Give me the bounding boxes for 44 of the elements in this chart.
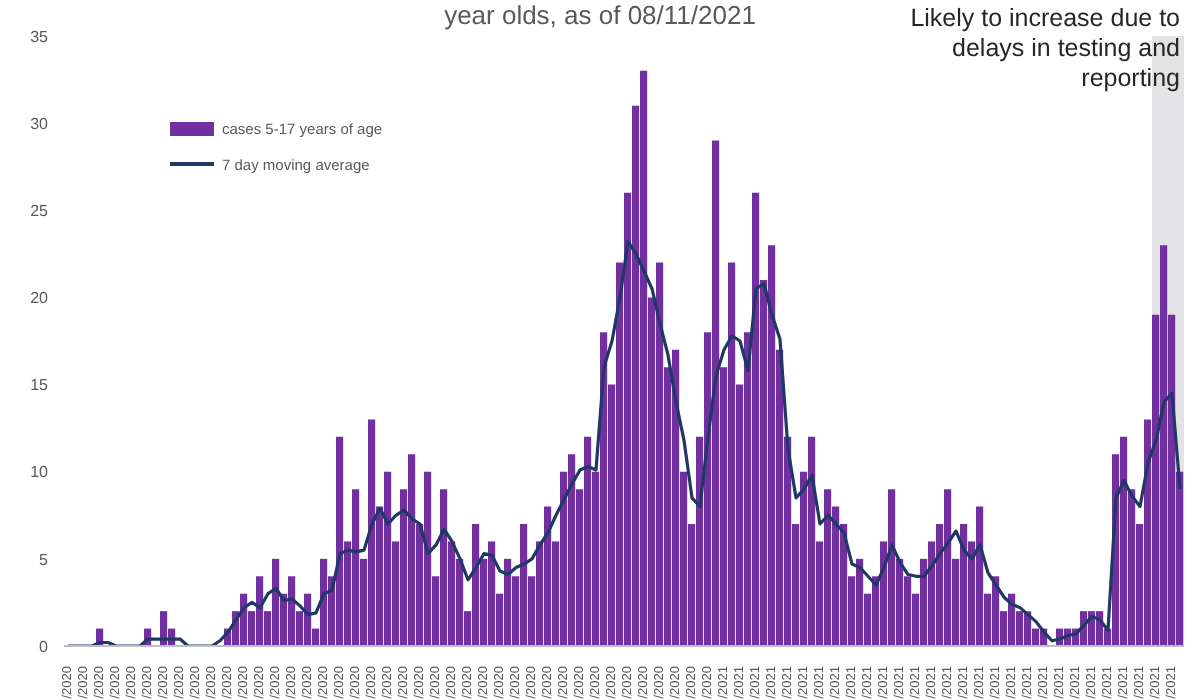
bar [856,558,864,646]
y-tick-label: 30 [30,114,50,133]
y-tick-label: 0 [39,637,50,656]
bar [408,454,416,646]
bar [672,349,680,646]
bar [888,489,896,646]
y-tick-label: 15 [30,376,50,395]
bar [488,541,496,646]
bar [944,489,952,646]
y-tick-label: 25 [30,201,50,220]
bar [288,576,296,646]
bar [1120,436,1128,646]
bar [752,192,760,646]
bar [336,436,344,646]
annotation: Likely to increase due to delays in testing and reporting [908,4,1180,94]
y-tick-label: 10 [30,463,50,482]
bar [368,419,376,646]
bar [424,471,432,646]
bar [472,524,480,646]
y-tick-label: 35 [30,27,50,46]
bar [656,262,664,646]
bar [1160,245,1168,646]
bar [520,524,528,646]
bar [384,471,392,646]
line-series [66,240,1182,646]
bar [768,245,776,646]
bar [960,524,968,646]
bar [808,436,816,646]
y-tick-label: 20 [30,289,50,308]
bar [728,262,736,646]
bar [824,489,832,646]
bar [440,489,448,646]
y-tick-label: 5 [39,550,50,569]
bar [640,70,648,646]
bar [584,436,592,646]
bar [568,454,576,646]
bar [272,558,280,646]
bar [504,558,512,646]
bar [544,506,552,646]
bar [976,506,984,646]
chart-title: year olds, as of 08/11/2021 [444,0,756,30]
bar [352,489,360,646]
bar [256,576,264,646]
bar [712,140,720,646]
